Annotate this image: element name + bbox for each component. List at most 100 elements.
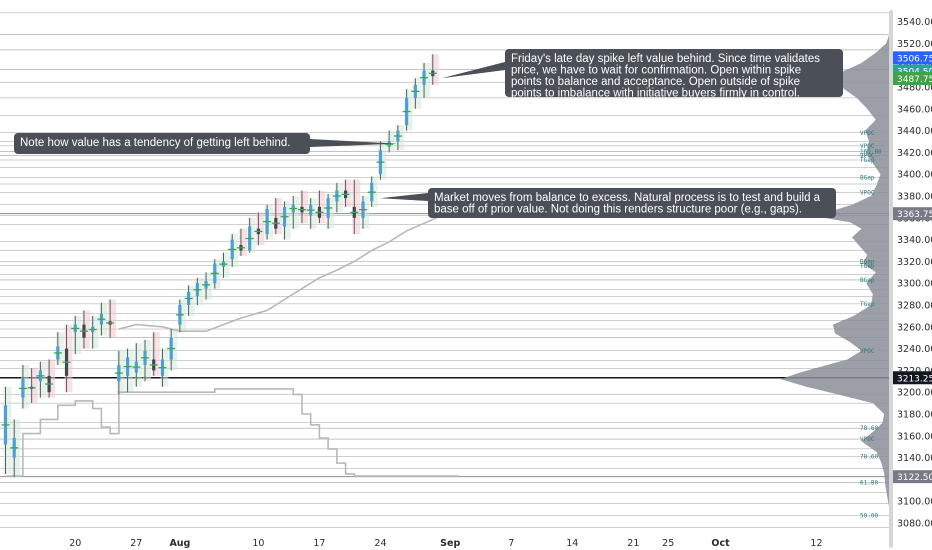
callout-text: Market moves from balance to excess. Nat…	[434, 192, 821, 216]
callout-pointer	[441, 62, 505, 79]
price-bar	[132, 343, 141, 387]
x-tick-label: 12	[810, 538, 822, 549]
level-label: VPOC	[860, 143, 875, 150]
price-bar	[175, 299, 184, 333]
price-bar	[236, 228, 245, 256]
y-tick-label: 3080.00	[897, 519, 932, 530]
price-badge-label: 3487.75	[897, 75, 932, 85]
callout-pointer	[380, 193, 428, 201]
price-bar	[36, 361, 45, 398]
price-bar	[289, 196, 298, 229]
annotations: Note how value has a tendency of getting…	[14, 49, 843, 218]
value-area-box	[151, 332, 160, 376]
price-bar	[315, 190, 324, 224]
price-bar	[210, 259, 219, 289]
value-area-box	[221, 252, 230, 278]
callout-text: Note how value has a tendency of getting…	[20, 137, 290, 149]
y-axis-background	[892, 0, 932, 550]
price-badge-bg	[893, 51, 932, 65]
level-label: VPOC	[860, 348, 875, 355]
x-tick-label: 24	[374, 538, 386, 549]
x-tick-label: 14	[566, 538, 578, 549]
vwap-line	[5, 388, 459, 477]
price-bar	[62, 324, 71, 393]
value-area-box	[387, 130, 396, 153]
volume-profile	[780, 32, 890, 529]
level-label: VPOC	[860, 153, 875, 160]
value-area-box	[282, 201, 291, 240]
x-tick-label: 27	[130, 538, 142, 549]
trailing-line	[118, 214, 442, 332]
x-tick-label: 7	[508, 538, 514, 549]
price-bar	[393, 125, 402, 151]
y-tick-label: 3340.00	[897, 235, 932, 246]
value-area-box	[395, 125, 404, 151]
value-area-box	[125, 348, 134, 393]
annotation-callout: Note how value has a tendency of getting…	[14, 133, 398, 154]
level-label: BGap	[860, 258, 875, 265]
value-area-box	[413, 78, 422, 109]
value-area-box	[273, 198, 282, 235]
price-badge-bg	[893, 470, 932, 484]
value-area-box	[64, 324, 73, 393]
price-badge-label: 3506.75	[897, 54, 932, 64]
price-badge: 3213.25	[893, 371, 932, 385]
price-bar	[367, 176, 376, 207]
price-bar	[123, 348, 132, 393]
y-tick-label: 3300.00	[897, 279, 932, 290]
level-label: 50.00	[860, 512, 878, 519]
value-area-box	[55, 332, 64, 365]
y-tick-label: 3240.00	[897, 344, 932, 355]
value-area-box	[230, 234, 239, 267]
price-bar	[158, 348, 167, 387]
price-bar	[254, 212, 263, 246]
price-bar	[402, 89, 411, 131]
y-tick-label: 3540.00	[897, 17, 932, 28]
x-tick-label: Aug	[169, 538, 190, 549]
price-bars	[1, 54, 437, 478]
price-badge-label: 3122.50	[897, 473, 932, 483]
y-tick-label: 3180.00	[897, 410, 932, 421]
price-bar	[53, 332, 62, 365]
value-area-box	[29, 368, 38, 404]
price-bar	[79, 310, 88, 349]
price-bar	[324, 193, 333, 229]
y-tick-label: 3260.00	[897, 322, 932, 333]
value-area-box	[352, 179, 361, 235]
price-badge: 3122.50	[893, 470, 932, 484]
x-tick-label: 10	[252, 538, 264, 549]
value-area-box	[361, 196, 370, 229]
x-axis[interactable]: 20 27 Aug 10 17 24 Sep 7 14 21 25 Oct 12	[69, 538, 822, 549]
callout-box	[505, 49, 843, 97]
value-area-box	[326, 193, 335, 229]
y-tick-label: 3200.00	[897, 388, 932, 399]
value-area-box	[343, 179, 352, 207]
price-bar	[149, 332, 158, 376]
value-area-box	[404, 89, 413, 131]
value-area-box	[143, 339, 152, 382]
y-tick-label: 3320.00	[897, 257, 932, 268]
value-area-box	[3, 386, 12, 474]
y-tick-label: 3420.00	[897, 148, 932, 159]
price-badge: 3363.75	[893, 207, 932, 221]
level-label: TGap	[860, 301, 875, 308]
price-bar	[376, 141, 385, 180]
x-tick-label: 20	[69, 538, 81, 549]
y-tick-label: 3460.00	[897, 104, 932, 115]
x-tick-label: 21	[627, 538, 639, 549]
price-bar	[306, 198, 315, 229]
y-axis[interactable]: 3080.003100.003120.003140.003160.003180.…	[892, 0, 932, 550]
level-label: 78.60	[860, 425, 878, 432]
value-area-box	[291, 196, 300, 229]
level-label: TGap	[860, 263, 875, 270]
value-area-box	[47, 359, 56, 398]
price-bar	[263, 204, 272, 240]
price-bar	[18, 364, 27, 409]
price-badge: 3487.75	[893, 72, 932, 86]
price-bar	[428, 54, 437, 85]
value-area-box	[238, 228, 247, 256]
y-tick-label: 3140.00	[897, 453, 932, 464]
price-badges: 3506.753504.503487.753363.753213.253122.…	[893, 51, 932, 484]
price-bar	[332, 182, 341, 213]
